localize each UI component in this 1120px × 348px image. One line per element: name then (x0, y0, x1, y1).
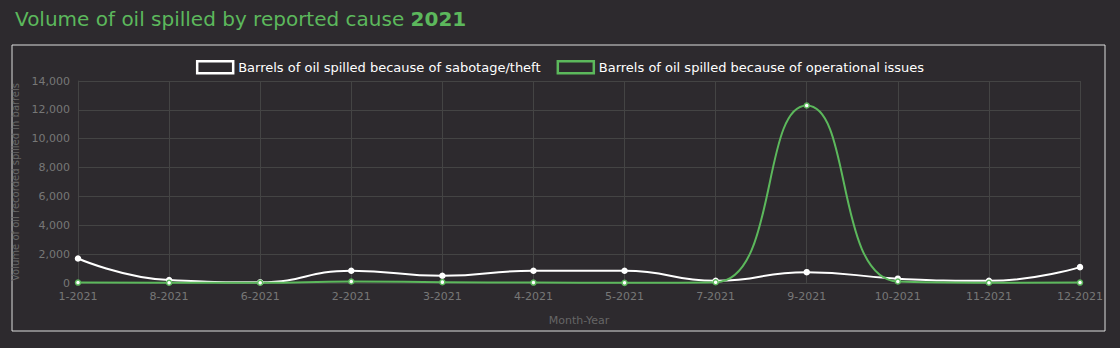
svg-text:Barrels of oil spilled because: Barrels of oil spilled because of sabota… (238, 60, 540, 75)
svg-text:7-2021: 7-2021 (696, 290, 735, 303)
svg-text:10,000: 10,000 (32, 132, 71, 145)
svg-text:0: 0 (63, 277, 70, 290)
svg-text:10-2021: 10-2021 (875, 290, 921, 303)
svg-text:6,000: 6,000 (39, 190, 71, 203)
svg-text:Month-Year: Month-Year (549, 314, 610, 327)
svg-text:8-2021: 8-2021 (150, 290, 189, 303)
svg-text:11-2021: 11-2021 (966, 290, 1012, 303)
svg-text:2,000: 2,000 (39, 248, 71, 261)
svg-text:4-2021: 4-2021 (514, 290, 553, 303)
svg-text:4,000: 4,000 (39, 219, 71, 232)
svg-text:Volume of oil spilled by repor: Volume of oil spilled by reported cause (15, 7, 411, 31)
svg-text:1-2021: 1-2021 (59, 290, 98, 303)
svg-text:2021: 2021 (411, 7, 467, 31)
svg-text:2-2021: 2-2021 (332, 290, 371, 303)
svg-text:12-2021: 12-2021 (1057, 290, 1103, 303)
svg-text:5-2021: 5-2021 (605, 290, 644, 303)
svg-text:3-2021: 3-2021 (423, 290, 462, 303)
svg-text:Volume of oil recorded spilled: Volume of oil recorded spilled in barrel… (10, 83, 21, 281)
svg-text:9-2021: 9-2021 (787, 290, 826, 303)
svg-text:Barrels of oil spilled because: Barrels of oil spilled because of operat… (599, 60, 924, 75)
svg-text:8,000: 8,000 (39, 161, 71, 174)
svg-text:6-2021: 6-2021 (241, 290, 280, 303)
svg-text:14,000: 14,000 (32, 75, 71, 88)
svg-text:12,000: 12,000 (32, 103, 71, 116)
